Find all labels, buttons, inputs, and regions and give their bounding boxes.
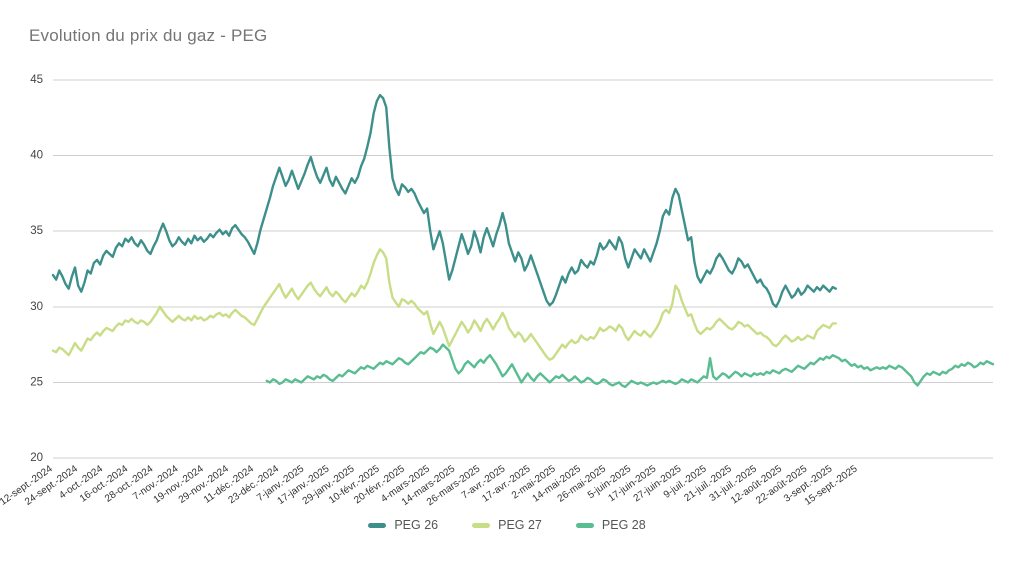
legend-swatch-icon bbox=[472, 522, 491, 528]
legend-label: PEG 27 bbox=[498, 518, 542, 532]
y-axis-tick-label: 25 bbox=[30, 376, 43, 388]
chart-plot-area: 20 25 30 35 40 45 12-sept.-202424-sept.-20244… bbox=[0, 74, 995, 508]
chart-legend: PEG 26 PEG 27 PEG 28 bbox=[0, 518, 1014, 532]
legend-label: PEG 28 bbox=[601, 518, 646, 532]
y-axis-tick-label: 35 bbox=[30, 225, 43, 237]
series-line-peg-26 bbox=[51, 93, 838, 308]
legend-label: PEG 26 bbox=[394, 518, 439, 532]
legend-item-peg-27[interactable]: PEG 27 bbox=[472, 518, 542, 532]
data-series-lines bbox=[51, 93, 995, 389]
y-axis-tick-label: 45 bbox=[30, 74, 43, 86]
gridlines bbox=[53, 79, 993, 459]
y-axis-tick-label: 40 bbox=[30, 150, 43, 162]
y-axis-tick-labels: 20 25 30 35 40 45 bbox=[30, 74, 43, 464]
legend-swatch-icon bbox=[575, 522, 594, 528]
x-axis-tick-labels: 12-sept.-202424-sept.-20244-oct.-202416-… bbox=[0, 463, 860, 508]
series-line-peg-27 bbox=[51, 248, 838, 361]
legend-swatch-icon bbox=[368, 522, 387, 528]
legend-item-peg-26[interactable]: PEG 26 bbox=[368, 518, 438, 532]
chart-title: Evolution du prix du gaz - PEG bbox=[29, 26, 268, 45]
legend-item-peg-28[interactable]: PEG 28 bbox=[575, 518, 646, 532]
y-axis-tick-label: 30 bbox=[30, 301, 43, 313]
y-axis-tick-label: 20 bbox=[30, 452, 43, 464]
series-line-peg-28 bbox=[265, 343, 995, 389]
